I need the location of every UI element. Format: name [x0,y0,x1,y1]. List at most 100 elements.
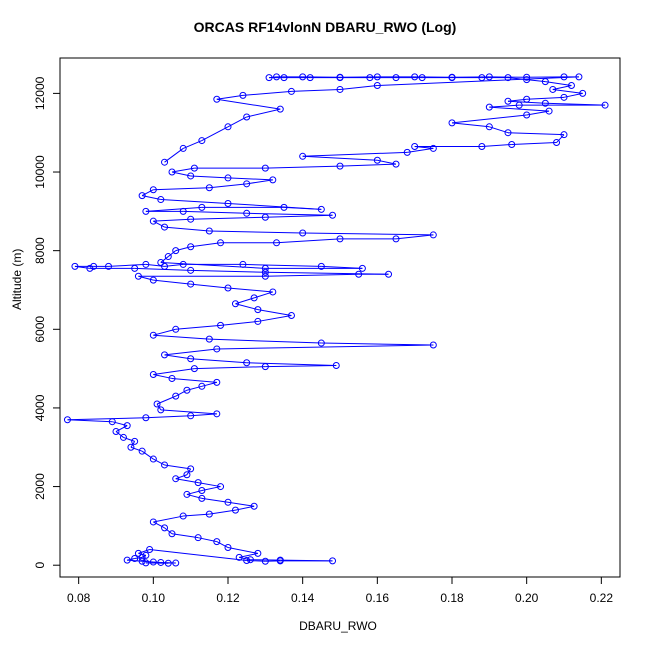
series-line-segment [164,148,184,163]
data-point [287,312,295,320]
data-point [485,103,493,111]
data-point [168,168,176,176]
data-point [161,351,169,359]
y-tick-label: 4000 [33,394,47,421]
data-point [231,506,239,514]
data-point [485,123,493,131]
data-point [142,260,150,268]
data-point [273,73,281,81]
series-line-segment [321,342,434,346]
y-axis: 0 2000 4000 6000 8000 10000 12000 [33,76,61,569]
data-point [329,557,337,565]
data-point [190,365,198,373]
data-point [392,160,400,168]
data-point [273,239,281,247]
data-point [411,73,419,81]
data-point [179,144,187,152]
chart-title: ORCAS RF14vlonN DBARU_RWO (Log) [193,19,457,35]
data-point [119,433,127,441]
data-point [269,288,277,296]
series-line-segment [153,521,165,529]
data-point [601,101,609,109]
series-line-segment [153,458,165,466]
data-point [306,74,314,82]
data-point [172,247,180,255]
series-line-segment [167,250,177,257]
data-point [336,235,344,243]
data-point [224,123,232,131]
series-line-segment [127,558,135,561]
data-point [213,538,221,546]
series-line-segment [175,474,188,480]
data-point [317,262,325,270]
data-point [287,87,295,95]
series-line-segment [227,116,247,128]
series-line-segment [153,218,191,222]
series-line-segment [108,263,146,267]
series-line-segment [209,338,322,344]
data-point [157,196,165,204]
series-line-segment [246,108,281,118]
data-point [172,325,180,333]
data-point [553,139,561,147]
data-point [213,410,221,418]
series-line-segment [302,232,434,236]
y-tick-label: 12000 [33,76,47,110]
data-point [373,73,381,81]
series-line-segment [265,364,337,368]
series-line-segment [153,279,191,285]
series-line-segment [201,126,229,142]
data-point [523,73,531,81]
data-point [112,428,120,436]
series-line-segment [280,559,333,562]
x-tick-label: 0.20 [515,591,539,605]
series-line-segment [556,134,565,143]
series-line-segment [153,328,176,336]
data-point [187,172,195,180]
y-tick-label: 2000 [33,473,47,500]
data-point [187,465,195,473]
series-line-segment [171,533,199,539]
data-point [142,551,150,559]
data-point [149,276,157,284]
data-point [217,483,225,491]
data-point [560,131,568,139]
data-point [317,205,325,213]
x-tick-label: 0.12 [216,591,240,605]
data-point [157,258,165,266]
series-line-segment [171,377,217,383]
series-line-segment [164,226,210,232]
data-point [392,235,400,243]
data-point [123,422,131,430]
series-line-segment [190,216,266,220]
series-line-segment [190,358,247,364]
series-line-segment [227,547,258,554]
data-point [239,91,247,99]
data-point [243,209,251,217]
data-point [235,553,243,561]
data-point [198,494,206,502]
data-point [358,264,366,272]
data-point [217,239,225,247]
series-line-segment [153,368,195,376]
data-point [392,74,400,82]
series-line-segment [138,549,150,554]
plot-frame [59,57,621,578]
series-line-segment [141,189,154,197]
data-point [523,95,531,103]
series-line-segment [190,283,229,289]
data-point [243,180,251,188]
data-point [146,545,154,553]
series-points [63,73,609,567]
series-line-segment [153,334,210,340]
data-point [179,512,187,520]
data-point [224,199,232,207]
series-line-segment [160,561,176,564]
data-point [149,518,157,526]
series-line-segment [201,497,229,503]
series-line-segment [175,389,188,397]
data-point [161,461,169,469]
data-point [523,111,531,119]
series-line-segment [190,175,229,179]
series-line-segment [175,478,199,484]
